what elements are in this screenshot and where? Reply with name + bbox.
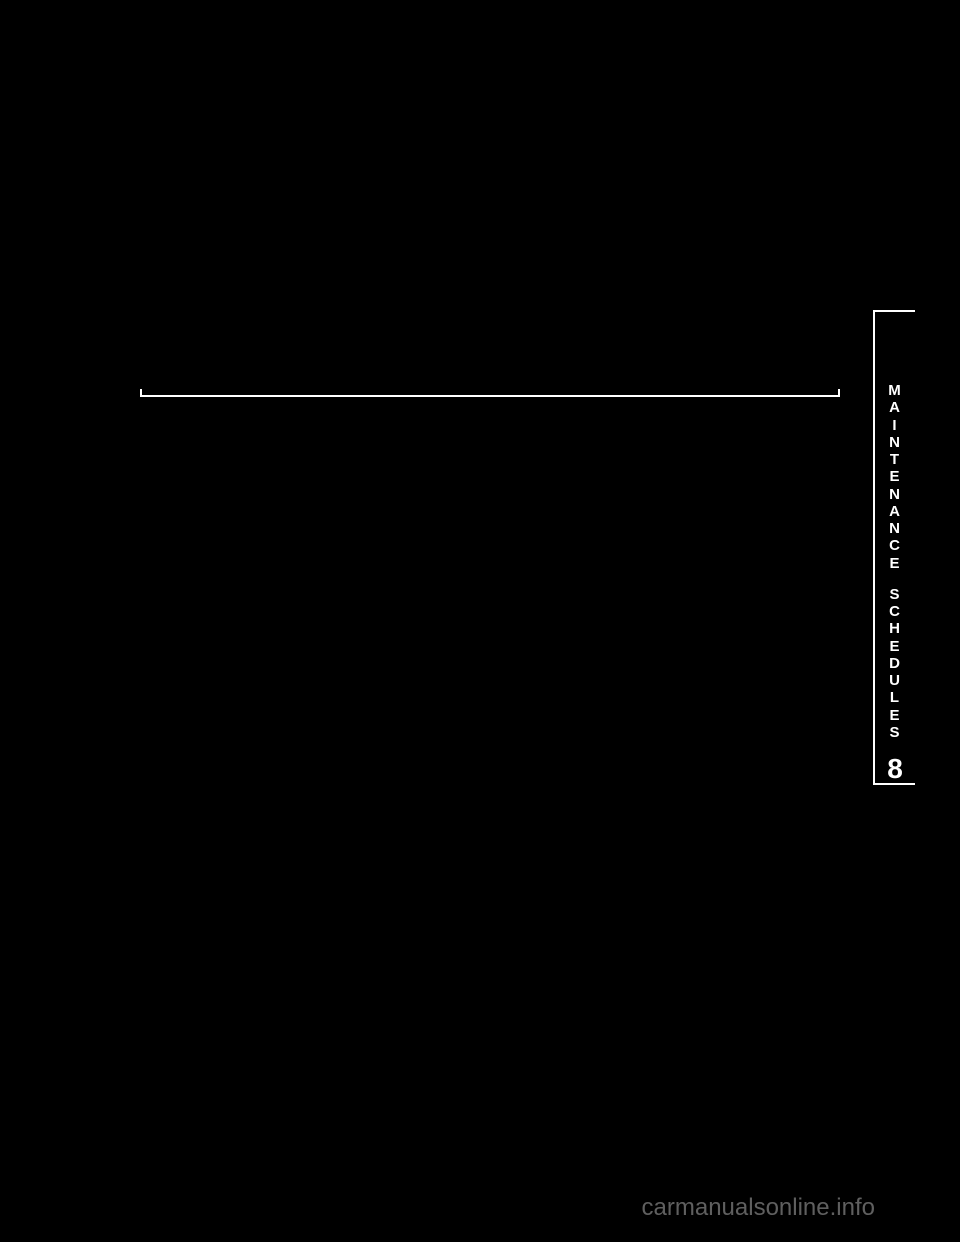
watermark-text: carmanualsonline.info <box>642 1194 875 1222</box>
section-tab-label: M A I N T E N A N C E S C H E D U L E S <box>888 382 902 741</box>
table-bottom-rule <box>140 395 840 397</box>
section-tab: M A I N T E N A N C E S C H E D U L E S … <box>873 310 915 785</box>
section-number: 8 <box>887 753 903 785</box>
